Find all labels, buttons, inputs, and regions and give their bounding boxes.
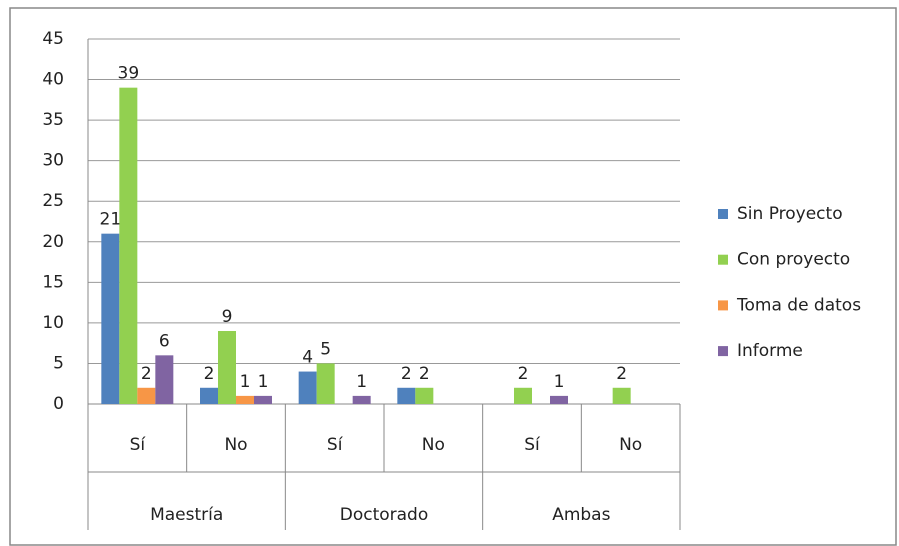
data-label: 4 [302, 348, 313, 368]
data-label: 1 [258, 372, 269, 392]
x-tick-label: Sí [524, 435, 541, 455]
data-label: 2 [141, 364, 152, 384]
bar [218, 331, 236, 404]
data-label: 9 [222, 307, 233, 327]
data-label: 6 [159, 331, 170, 351]
bar [550, 395, 568, 404]
bar [397, 387, 416, 404]
data-label: 1 [240, 372, 251, 392]
data-label: 1 [554, 372, 565, 392]
legend-label: Informe [737, 341, 803, 361]
bar [200, 387, 218, 404]
legend-label: Con proyecto [737, 250, 850, 270]
bar [316, 363, 335, 404]
legend-swatch [718, 209, 728, 219]
bar [254, 395, 272, 404]
y-tick-label: 20 [42, 232, 64, 252]
bar [155, 355, 174, 404]
data-label: 39 [118, 64, 140, 84]
legend-swatch [718, 300, 728, 311]
y-tick-label: 15 [42, 272, 64, 292]
legend-label: Toma de datos [736, 295, 861, 315]
bar [101, 233, 120, 404]
y-tick-label: 30 [42, 151, 64, 171]
y-tick-label: 45 [42, 29, 64, 49]
x-tick-label: Sí [327, 435, 344, 455]
bar [352, 395, 371, 404]
data-label: 2 [401, 364, 412, 384]
x-tick-label: Sí [130, 435, 147, 455]
data-label: 2 [616, 364, 627, 384]
y-tick-label: 35 [42, 110, 64, 130]
data-label: 2 [204, 364, 215, 384]
bar [514, 387, 532, 404]
bar [298, 371, 317, 404]
bar [415, 387, 434, 404]
data-label: 2 [518, 364, 529, 384]
data-label: 1 [356, 372, 367, 392]
y-tick-label: 10 [42, 313, 64, 333]
chart-frame [9, 7, 897, 546]
legend-swatch [718, 346, 728, 357]
data-label: 5 [320, 339, 331, 359]
bar [137, 387, 156, 404]
group-label: Ambas [552, 505, 610, 525]
x-tick-label: No [619, 435, 642, 455]
data-label: 2 [419, 364, 430, 384]
bar [119, 87, 138, 405]
y-tick-label: 0 [53, 394, 64, 414]
bar [236, 395, 254, 404]
y-tick-label: 5 [53, 353, 64, 373]
group-label: Maestría [150, 505, 223, 525]
y-tick-label: 40 [42, 70, 64, 90]
bar [612, 387, 631, 404]
legend-label: Sin Proyecto [737, 204, 843, 224]
legend-swatch [718, 254, 728, 265]
group-label: Doctorado [340, 505, 429, 525]
x-tick-label: No [422, 435, 445, 455]
data-label: 21 [100, 210, 122, 230]
y-tick-label: 25 [42, 191, 64, 211]
x-tick-label: No [224, 435, 247, 455]
